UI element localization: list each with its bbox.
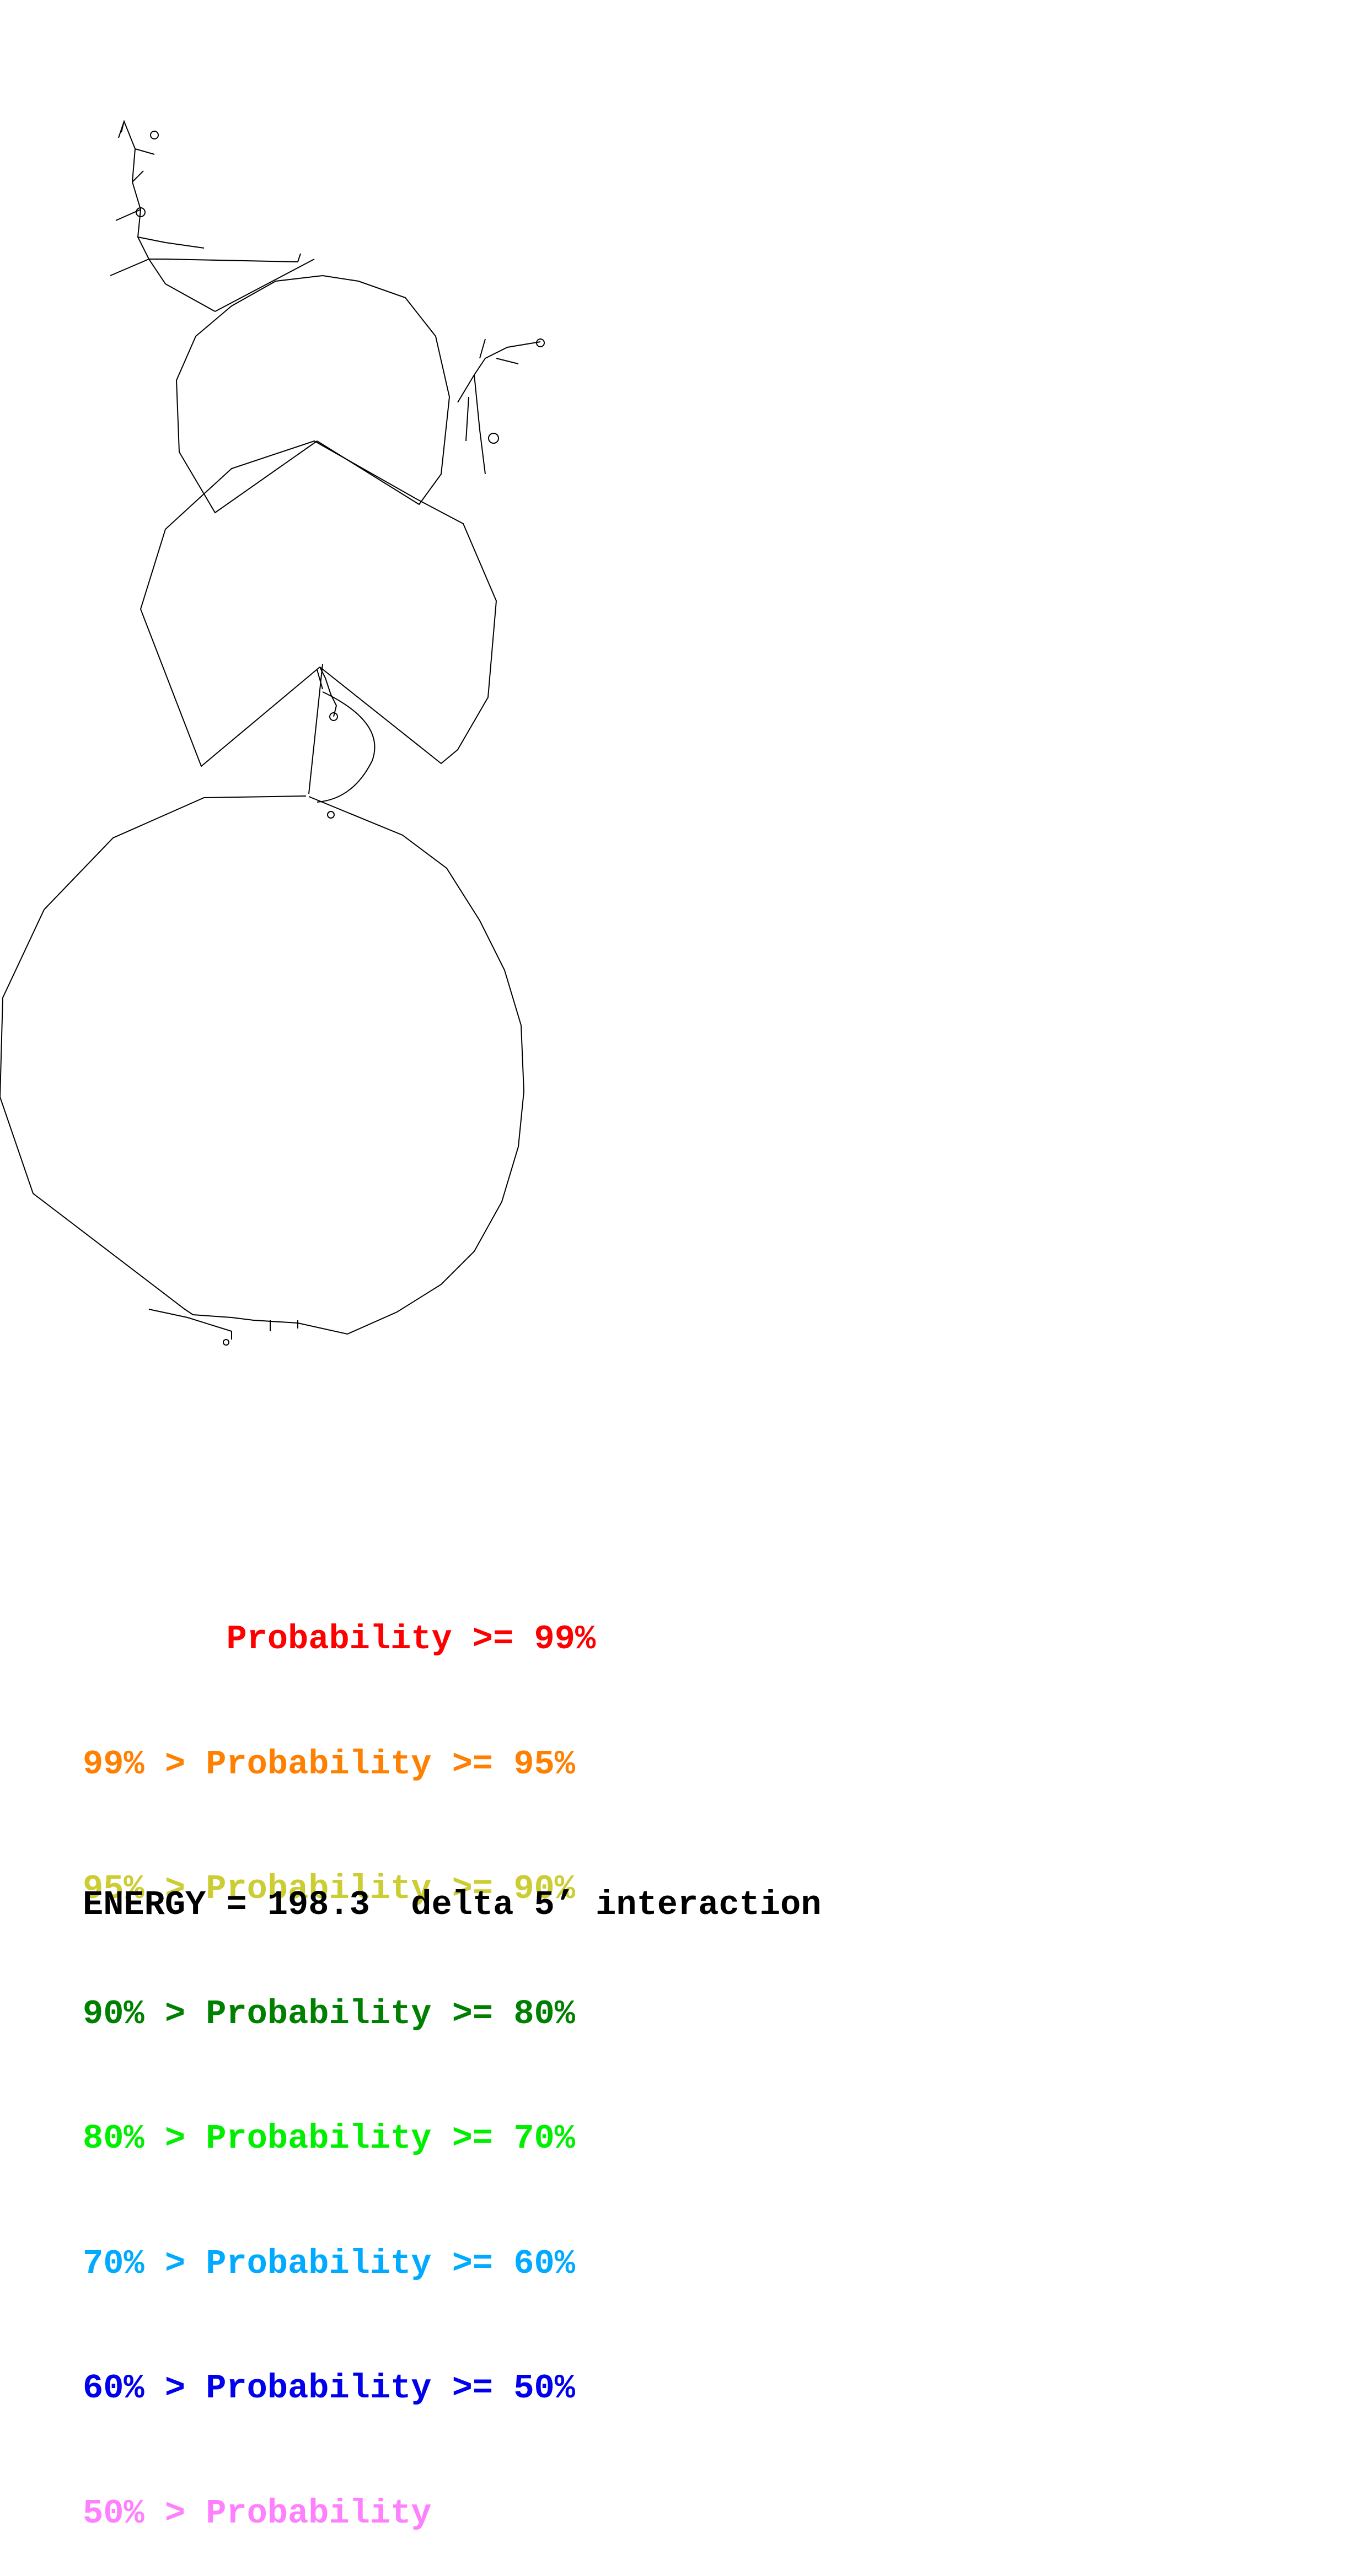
helix-cluster-center <box>319 666 337 717</box>
multiloop-large-bottom <box>0 795 525 1335</box>
hairpin-loop <box>136 207 146 217</box>
probability-legend: Probability >= 99% 99% > Probability >= … <box>83 1535 596 2576</box>
hairpin-loop <box>329 712 338 721</box>
multiloop-upper <box>175 275 451 514</box>
legend-row-70: 80% > Probability >= 70% <box>83 2119 575 2158</box>
legend-row-60: 70% > Probability >= 60% <box>83 2244 575 2283</box>
side-arc <box>317 691 376 803</box>
hairpin-loop <box>150 131 159 139</box>
legend-row-99: Probability >= 99% <box>83 1620 596 1659</box>
legend-row-below-50: 50% > Probability <box>83 2493 432 2533</box>
energy-label: ENERGY = 198.3 delta 5’ interaction <box>83 1885 822 1924</box>
hairpin-loop <box>223 1339 229 1346</box>
helix-cluster-top-left <box>110 120 301 284</box>
stem-connector-1 <box>165 259 323 794</box>
legend-row-90: 95% > Probability >= 90% <box>83 1869 575 1908</box>
hairpin-loop <box>488 433 499 444</box>
hairpin-loop <box>327 811 335 819</box>
multiloop-middle <box>140 440 497 767</box>
rna-structure-diagram <box>0 120 545 1346</box>
hairpin-loop <box>536 338 545 347</box>
helix-cluster-right <box>457 338 541 475</box>
legend-row-95: 99% > Probability >= 95% <box>83 1744 575 1784</box>
legend-row-80: 90% > Probability >= 80% <box>83 1994 575 2034</box>
helix-cluster-bottom <box>148 1309 298 1340</box>
legend-row-50: 60% > Probability >= 50% <box>83 2369 575 2408</box>
